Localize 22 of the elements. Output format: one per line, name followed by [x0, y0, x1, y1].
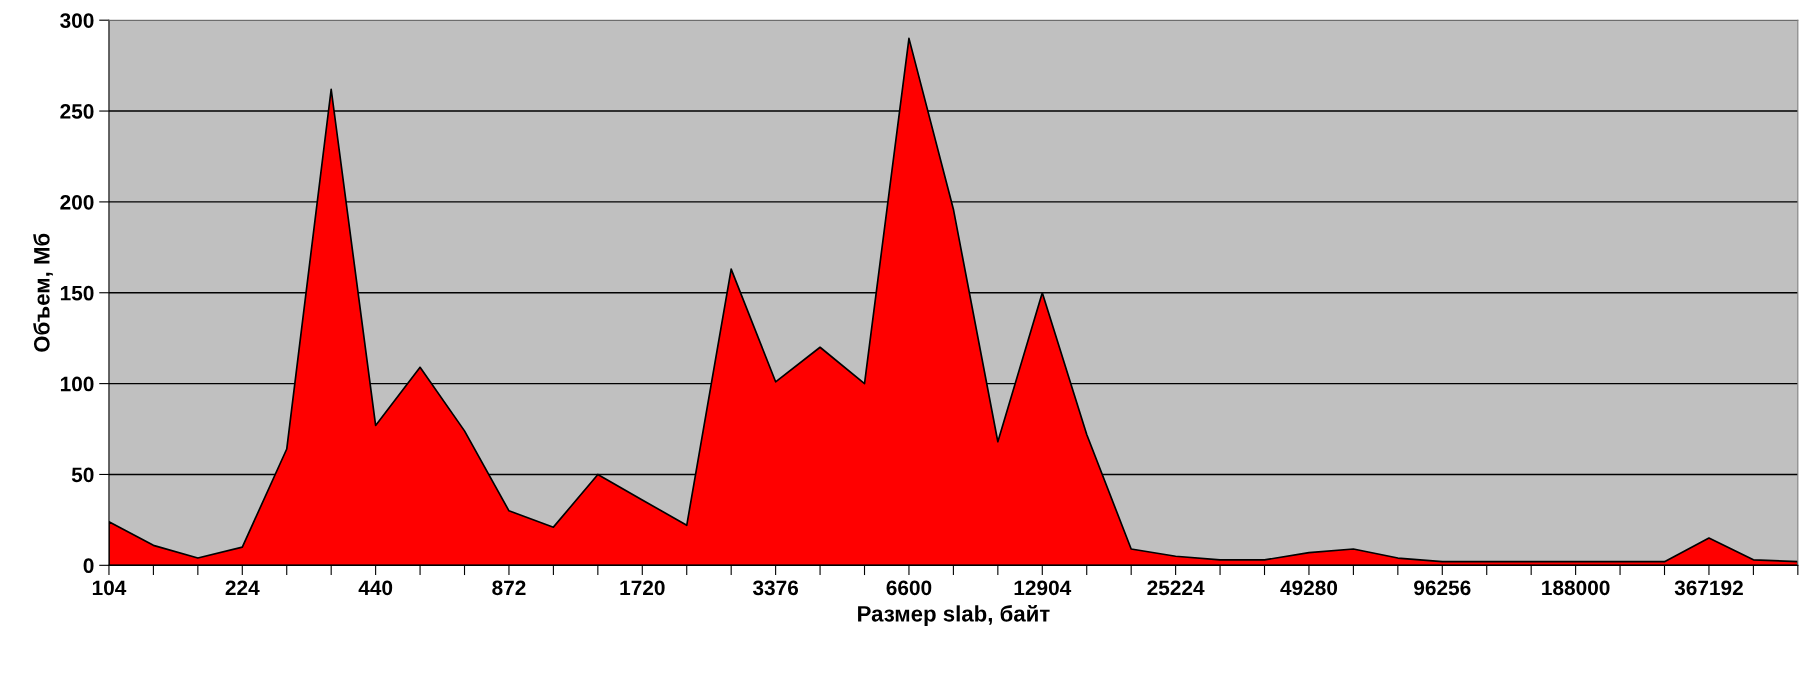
x-tick-label: 367192 [1674, 580, 1743, 596]
y-axis-title: Объем, Мб [33, 233, 53, 352]
x-axis-title: Размер slab, байт [858, 604, 1050, 627]
y-tick-label: 200 [60, 194, 94, 210]
x-tick-label: 440 [358, 580, 393, 596]
x-tick-label: 104 [92, 580, 127, 596]
y-tick-label: 150 [60, 285, 94, 301]
x-tick-label: 188000 [1542, 580, 1610, 596]
x-tick-label: 12904 [1014, 580, 1072, 596]
x-tick-label: 49280 [1280, 580, 1338, 596]
x-tick-label: 6600 [886, 580, 932, 596]
y-tick-label: 300 [60, 13, 94, 28]
x-tick-label: 872 [492, 580, 526, 596]
y-tick-label: 0 [83, 558, 94, 574]
y-tick-label: 100 [60, 376, 94, 392]
y-tick-label: 250 [60, 104, 94, 119]
y-tick-label: 50 [71, 467, 94, 483]
x-tick-label: 1720 [620, 580, 665, 596]
x-tick-label: 96256 [1414, 580, 1471, 596]
x-tick-label: 224 [225, 580, 260, 595]
x-tick-label: 25224 [1147, 580, 1205, 596]
x-tick-label: 3376 [752, 580, 799, 596]
